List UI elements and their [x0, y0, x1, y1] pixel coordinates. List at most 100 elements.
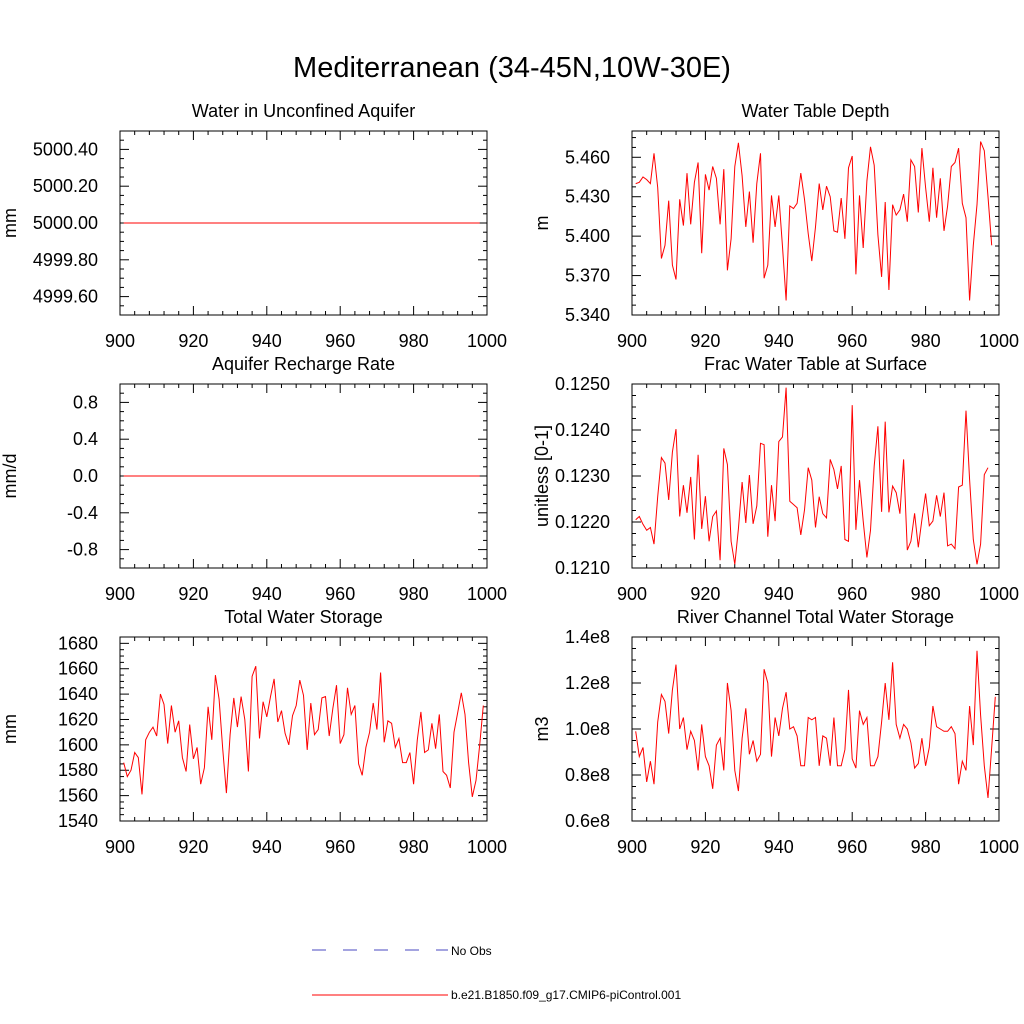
y-tick-label: 5000.00	[33, 213, 98, 233]
x-tick-label: 980	[911, 331, 941, 351]
panel-frame	[631, 636, 1000, 822]
y-tick-label: -0.4	[67, 503, 98, 523]
panel-title: Water in Unconfined Aquifer	[192, 101, 415, 121]
y-tick-label: 5.430	[565, 187, 610, 207]
x-tick-label: 940	[252, 584, 282, 604]
panel-0: Water in Unconfined Aquifer mm 900 920 940 96…	[0, 101, 507, 351]
y-tick-label: 0.4	[73, 429, 98, 449]
panels-group: Water in Unconfined Aquifer mm 900 920 940 96…	[0, 101, 1019, 857]
y-axis-label: unitless [0-1]	[532, 425, 552, 527]
x-tick-label: 940	[252, 331, 282, 351]
y-tick-label: 0.8e8	[565, 765, 610, 785]
x-tick-label: 900	[105, 331, 135, 351]
y-axis-label: m3	[532, 716, 552, 741]
x-tick-label: 1000	[467, 584, 507, 604]
legend-label-no-obs: No Obs	[451, 944, 492, 958]
legend: No Obs b.e21.B1850.f09_g17.CMIP6-piContr…	[312, 944, 681, 1002]
panel-frame	[119, 636, 488, 822]
y-tick-label: 1.2e8	[565, 673, 610, 693]
x-tick-label: 900	[617, 331, 647, 351]
x-tick-label: 920	[178, 331, 208, 351]
y-tick-label: 0.0	[73, 466, 98, 486]
figure-title: Mediterranean (34-45N,10W-30E)	[293, 52, 731, 84]
y-axis-label: mm	[0, 208, 20, 238]
x-tick-label: 940	[252, 837, 282, 857]
y-tick-label: 4999.80	[33, 250, 98, 270]
panel-title: Water Table Depth	[741, 101, 889, 121]
x-tick-label: 980	[399, 584, 429, 604]
y-axis-label: mm	[0, 714, 20, 744]
y-tick-label: 1.4e8	[565, 627, 610, 647]
x-tick-label: 980	[911, 584, 941, 604]
panel-title: Total Water Storage	[224, 607, 382, 627]
panel-title: Aquifer Recharge Rate	[212, 354, 395, 374]
y-tick-label: 0.1220	[555, 512, 610, 532]
y-tick-label: -0.8	[67, 540, 98, 560]
y-tick-label: 1680	[58, 633, 98, 653]
x-tick-label: 920	[178, 837, 208, 857]
x-tick-label: 920	[178, 584, 208, 604]
y-tick-label: 5.400	[565, 226, 610, 246]
x-tick-label: 900	[617, 584, 647, 604]
x-tick-label: 980	[399, 331, 429, 351]
y-axis-label: m	[532, 216, 552, 231]
y-tick-label: 1640	[58, 684, 98, 704]
y-tick-label: 1560	[58, 786, 98, 806]
x-tick-label: 900	[105, 584, 135, 604]
y-tick-label: 0.6e8	[565, 811, 610, 831]
series-line	[635, 141, 993, 301]
x-tick-label: 920	[690, 584, 720, 604]
series-line	[123, 666, 484, 798]
series-line	[635, 387, 989, 565]
y-tick-label: 5.460	[565, 147, 610, 167]
y-tick-label: 1540	[58, 811, 98, 831]
panel-4: Total Water Storage mm 900 920 940 960 980 1000…	[0, 607, 507, 857]
panel-frame	[631, 130, 1000, 316]
x-tick-label: 1000	[467, 331, 507, 351]
y-tick-label: 4999.60	[33, 287, 98, 307]
y-tick-label: 0.1240	[555, 420, 610, 440]
x-tick-label: 900	[105, 837, 135, 857]
x-tick-label: 920	[690, 331, 720, 351]
y-tick-label: 1.0e8	[565, 719, 610, 739]
y-tick-label: 5000.40	[33, 139, 98, 159]
x-tick-label: 940	[764, 584, 794, 604]
x-tick-label: 1000	[979, 837, 1019, 857]
x-tick-label: 960	[837, 584, 867, 604]
panel-title: Frac Water Table at Surface	[704, 354, 927, 374]
x-tick-label: 960	[837, 331, 867, 351]
y-tick-label: 1660	[58, 659, 98, 679]
x-tick-label: 920	[690, 837, 720, 857]
y-tick-label: 5.340	[565, 305, 610, 325]
legend-label-model: b.e21.B1850.f09_g17.CMIP6-piControl.001	[451, 988, 681, 1002]
y-axis-label: mm/d	[0, 454, 20, 499]
x-tick-label: 940	[764, 331, 794, 351]
y-tick-label: 5000.20	[33, 176, 98, 196]
y-tick-label: 1580	[58, 760, 98, 780]
x-tick-label: 960	[325, 584, 355, 604]
panel-5: River Channel Total Water Storage m3 900 92…	[532, 607, 1019, 857]
panel-3: Frac Water Table at Surface unitless [0-1…	[532, 354, 1019, 604]
series-line	[635, 650, 996, 799]
x-tick-label: 960	[325, 331, 355, 351]
x-tick-label: 1000	[979, 584, 1019, 604]
y-tick-label: 0.1250	[555, 374, 610, 394]
panel-2: Aquifer Recharge Rate mm/d 900 920 940 960 980…	[0, 354, 507, 604]
y-tick-label: 0.1230	[555, 466, 610, 486]
y-tick-label: 0.1210	[555, 558, 610, 578]
x-tick-label: 960	[325, 837, 355, 857]
x-tick-label: 1000	[979, 331, 1019, 351]
y-tick-label: 1620	[58, 709, 98, 729]
x-tick-label: 980	[911, 837, 941, 857]
y-tick-label: 5.370	[565, 266, 610, 286]
x-tick-label: 940	[764, 837, 794, 857]
y-tick-label: 0.8	[73, 392, 98, 412]
panel-1: Water Table Depth m 900 920 940 960 980 1000 5.3…	[532, 101, 1019, 351]
x-tick-label: 980	[399, 837, 429, 857]
x-tick-label: 960	[837, 837, 867, 857]
y-tick-label: 1600	[58, 735, 98, 755]
x-tick-label: 900	[617, 837, 647, 857]
panel-frame	[631, 383, 1000, 569]
panel-title: River Channel Total Water Storage	[677, 607, 954, 627]
